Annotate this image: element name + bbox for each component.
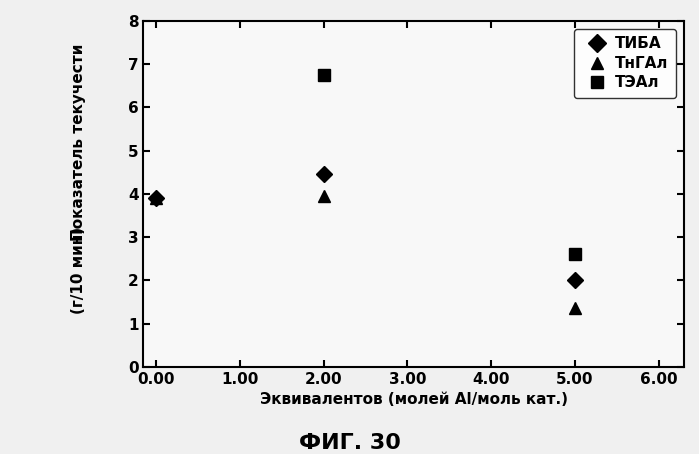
Legend: ТИБА, ТнГАл, ТЭАл: ТИБА, ТнГАл, ТЭАл [574, 29, 677, 98]
X-axis label: Эквивалентов (молей Al/моль кат.): Эквивалентов (молей Al/моль кат.) [260, 392, 568, 407]
Text: Показатель текучести: Показатель текучести [71, 43, 86, 241]
Text: (г/10 мин): (г/10 мин) [71, 227, 86, 314]
Text: ФИГ. 30: ФИГ. 30 [298, 434, 401, 454]
